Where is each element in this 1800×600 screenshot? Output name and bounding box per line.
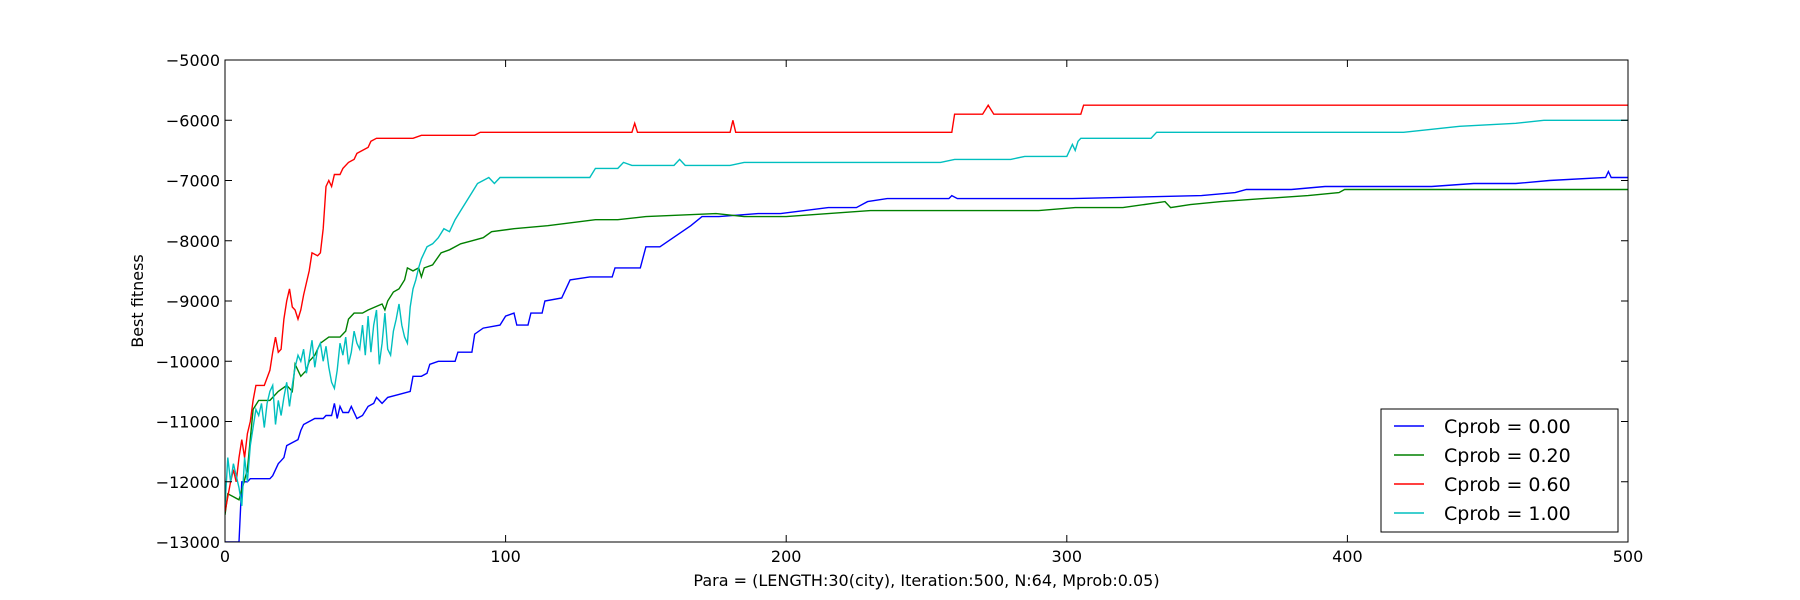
legend: Cprob = 0.00 Cprob = 0.20 Cprob = 0.60 Cpro…	[1380, 408, 1619, 533]
series-line-2	[225, 103, 1628, 513]
y-tick-label: −12000	[156, 473, 220, 492]
x-axis-label: Para = (LENGTH:30(city), Iteration:500, …	[693, 571, 1159, 590]
y-tick-label: −5000	[166, 51, 220, 70]
x-tick-label: 400	[1332, 547, 1363, 566]
x-tick-label: 500	[1613, 547, 1644, 566]
y-tick-label: −7000	[166, 172, 220, 191]
legend-box	[1380, 408, 1619, 533]
y-tick-label: −8000	[166, 232, 220, 251]
y-tick-label: −11000	[156, 413, 220, 432]
y-tick-label: −9000	[166, 292, 220, 311]
legend-label-0: Cprob = 0.00	[1444, 416, 1571, 438]
y-tick-label: −6000	[166, 111, 220, 130]
y-axis-label: Best fitness	[128, 254, 147, 348]
x-tick-label: 200	[771, 547, 802, 566]
x-tick-label: 300	[1052, 547, 1083, 566]
legend-label-2: Cprob = 0.60	[1444, 474, 1571, 496]
y-tick-label: −10000	[156, 352, 220, 371]
y-tick-label: −13000	[156, 533, 220, 552]
x-tick-label: 100	[490, 547, 521, 566]
series-layer	[225, 103, 1628, 542]
legend-label-1: Cprob = 0.20	[1444, 445, 1571, 467]
x-tick-label: 0	[220, 547, 230, 566]
series-line-0	[225, 169, 1628, 542]
legend-label-3: Cprob = 1.00	[1444, 503, 1571, 525]
ticks-layer: 0 100 200 300 400 500 −13000 −12000 −11000 −10000…	[156, 51, 1644, 566]
series-line-3	[225, 119, 1628, 507]
